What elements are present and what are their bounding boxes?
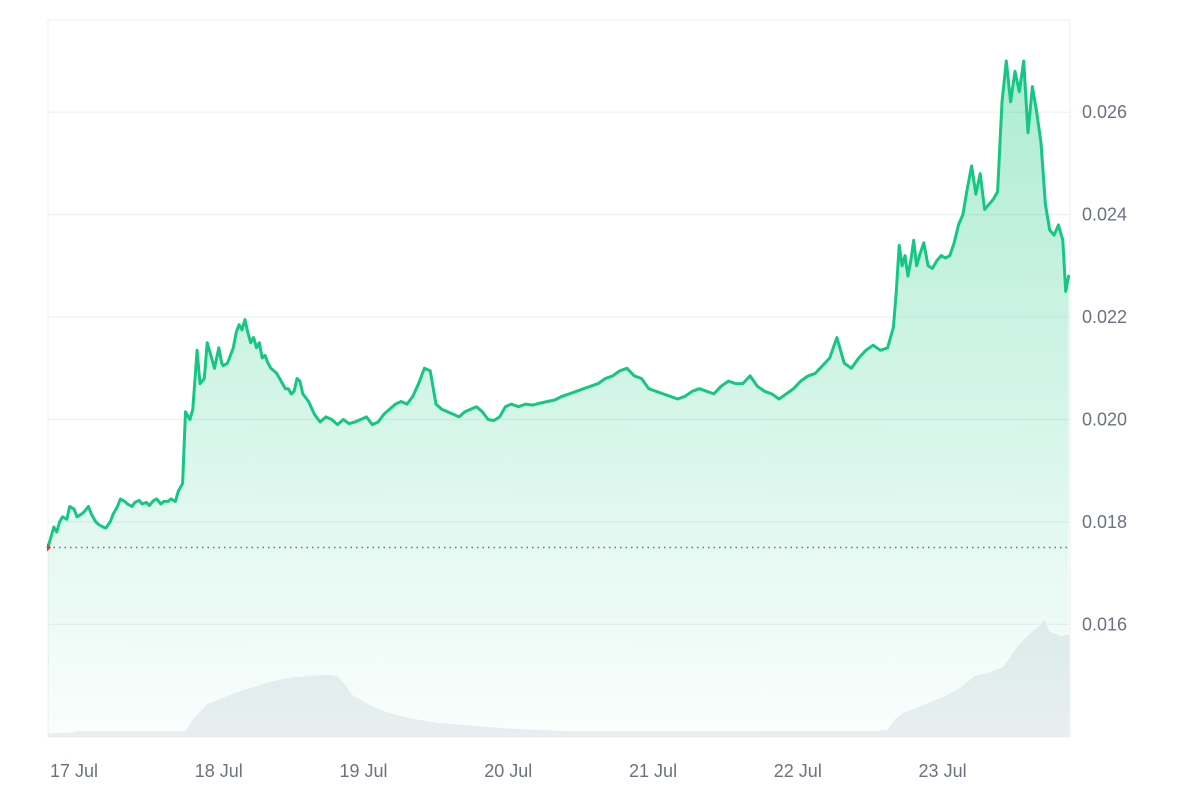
y-tick-label: 0.020 <box>1082 409 1127 429</box>
x-tick-label: 19 Jul <box>340 761 388 781</box>
y-axis-ticks: 0.016 0.018 0.020 0.022 0.024 0.026 <box>1082 102 1127 634</box>
x-tick-label: 22 Jul <box>774 761 822 781</box>
y-tick-label: 0.026 <box>1082 102 1127 122</box>
x-tick-label: 20 Jul <box>484 761 532 781</box>
y-tick-label: 0.022 <box>1082 307 1127 327</box>
start-marker <box>47 543 51 552</box>
x-tick-label: 21 Jul <box>629 761 677 781</box>
x-tick-label: 18 Jul <box>195 761 243 781</box>
price-line <box>46 59 1071 549</box>
x-axis-ticks: 17 Jul 18 Jul 19 Jul 20 Jul 21 Jul 22 Jul 23 J… <box>50 761 967 781</box>
x-tick-label: 23 Jul <box>919 761 967 781</box>
price-line-path <box>46 59 1071 549</box>
x-tick-label: 17 Jul <box>50 761 98 781</box>
start-marker-shape <box>47 543 51 552</box>
y-tick-label: 0.024 <box>1082 205 1127 225</box>
y-tick-label: 0.016 <box>1082 614 1127 634</box>
y-tick-label: 0.018 <box>1082 512 1127 532</box>
